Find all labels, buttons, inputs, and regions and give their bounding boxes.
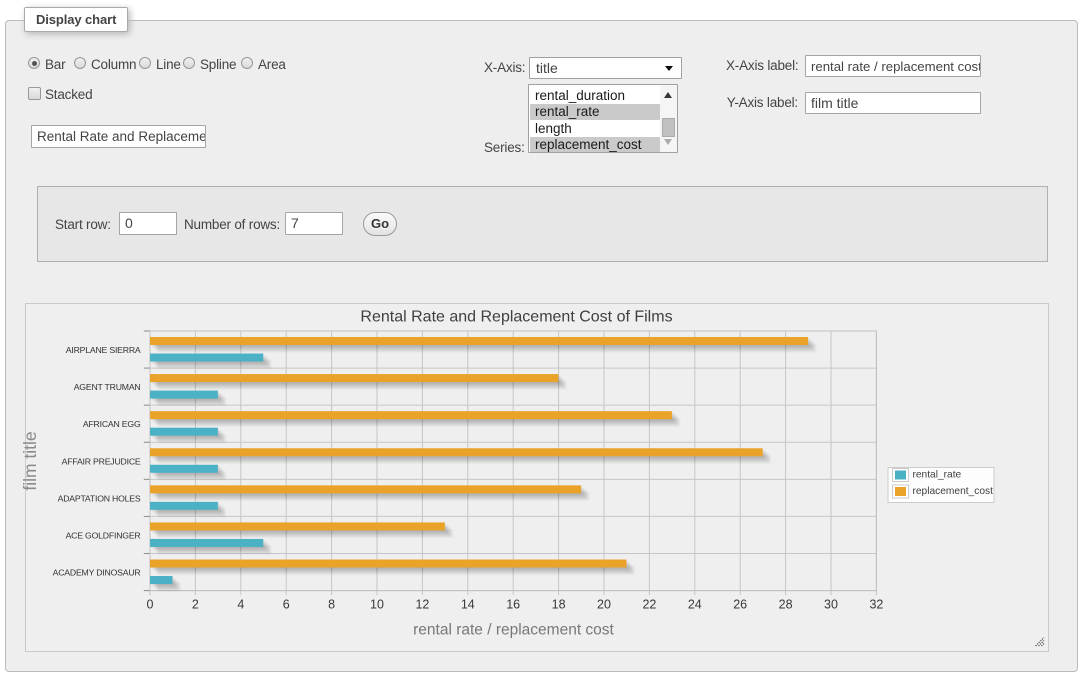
svg-text:AFRICAN EGG: AFRICAN EGG (83, 419, 141, 429)
svg-text:18: 18 (552, 598, 566, 612)
svg-text:rental rate / replacement cost: rental rate / replacement cost (413, 622, 614, 639)
svg-text:rental_rate: rental_rate (913, 470, 962, 481)
svg-text:ADAPTATION HOLES: ADAPTATION HOLES (58, 493, 141, 503)
svg-text:replacement_cost: replacement_cost (913, 486, 994, 497)
svg-text:24: 24 (688, 598, 702, 612)
svg-text:8: 8 (328, 598, 335, 612)
svg-text:ACADEMY DINOSAUR: ACADEMY DINOSAUR (53, 568, 141, 578)
svg-text:film title: film title (20, 431, 40, 490)
svg-text:6: 6 (283, 598, 290, 612)
svg-text:12: 12 (415, 598, 429, 612)
svg-text:Rental Rate and Replacement Co: Rental Rate and Replacement Cost of Film… (360, 309, 672, 326)
svg-text:32: 32 (869, 598, 883, 612)
svg-text:10: 10 (370, 598, 384, 612)
svg-text:26: 26 (733, 598, 747, 612)
svg-text:AGENT TRUMAN: AGENT TRUMAN (74, 382, 141, 392)
svg-text:2: 2 (192, 598, 199, 612)
svg-text:AIRPLANE SIERRA: AIRPLANE SIERRA (66, 345, 141, 355)
svg-text:20: 20 (597, 598, 611, 612)
svg-text:16: 16 (506, 598, 520, 612)
svg-text:0: 0 (147, 598, 154, 612)
svg-text:28: 28 (779, 598, 793, 612)
svg-text:AFFAIR PREJUDICE: AFFAIR PREJUDICE (62, 456, 141, 466)
svg-text:14: 14 (461, 598, 475, 612)
svg-text:22: 22 (642, 598, 656, 612)
svg-text:30: 30 (824, 598, 838, 612)
svg-text:ACE GOLDFINGER: ACE GOLDFINGER (66, 530, 141, 540)
svg-text:4: 4 (237, 598, 244, 612)
